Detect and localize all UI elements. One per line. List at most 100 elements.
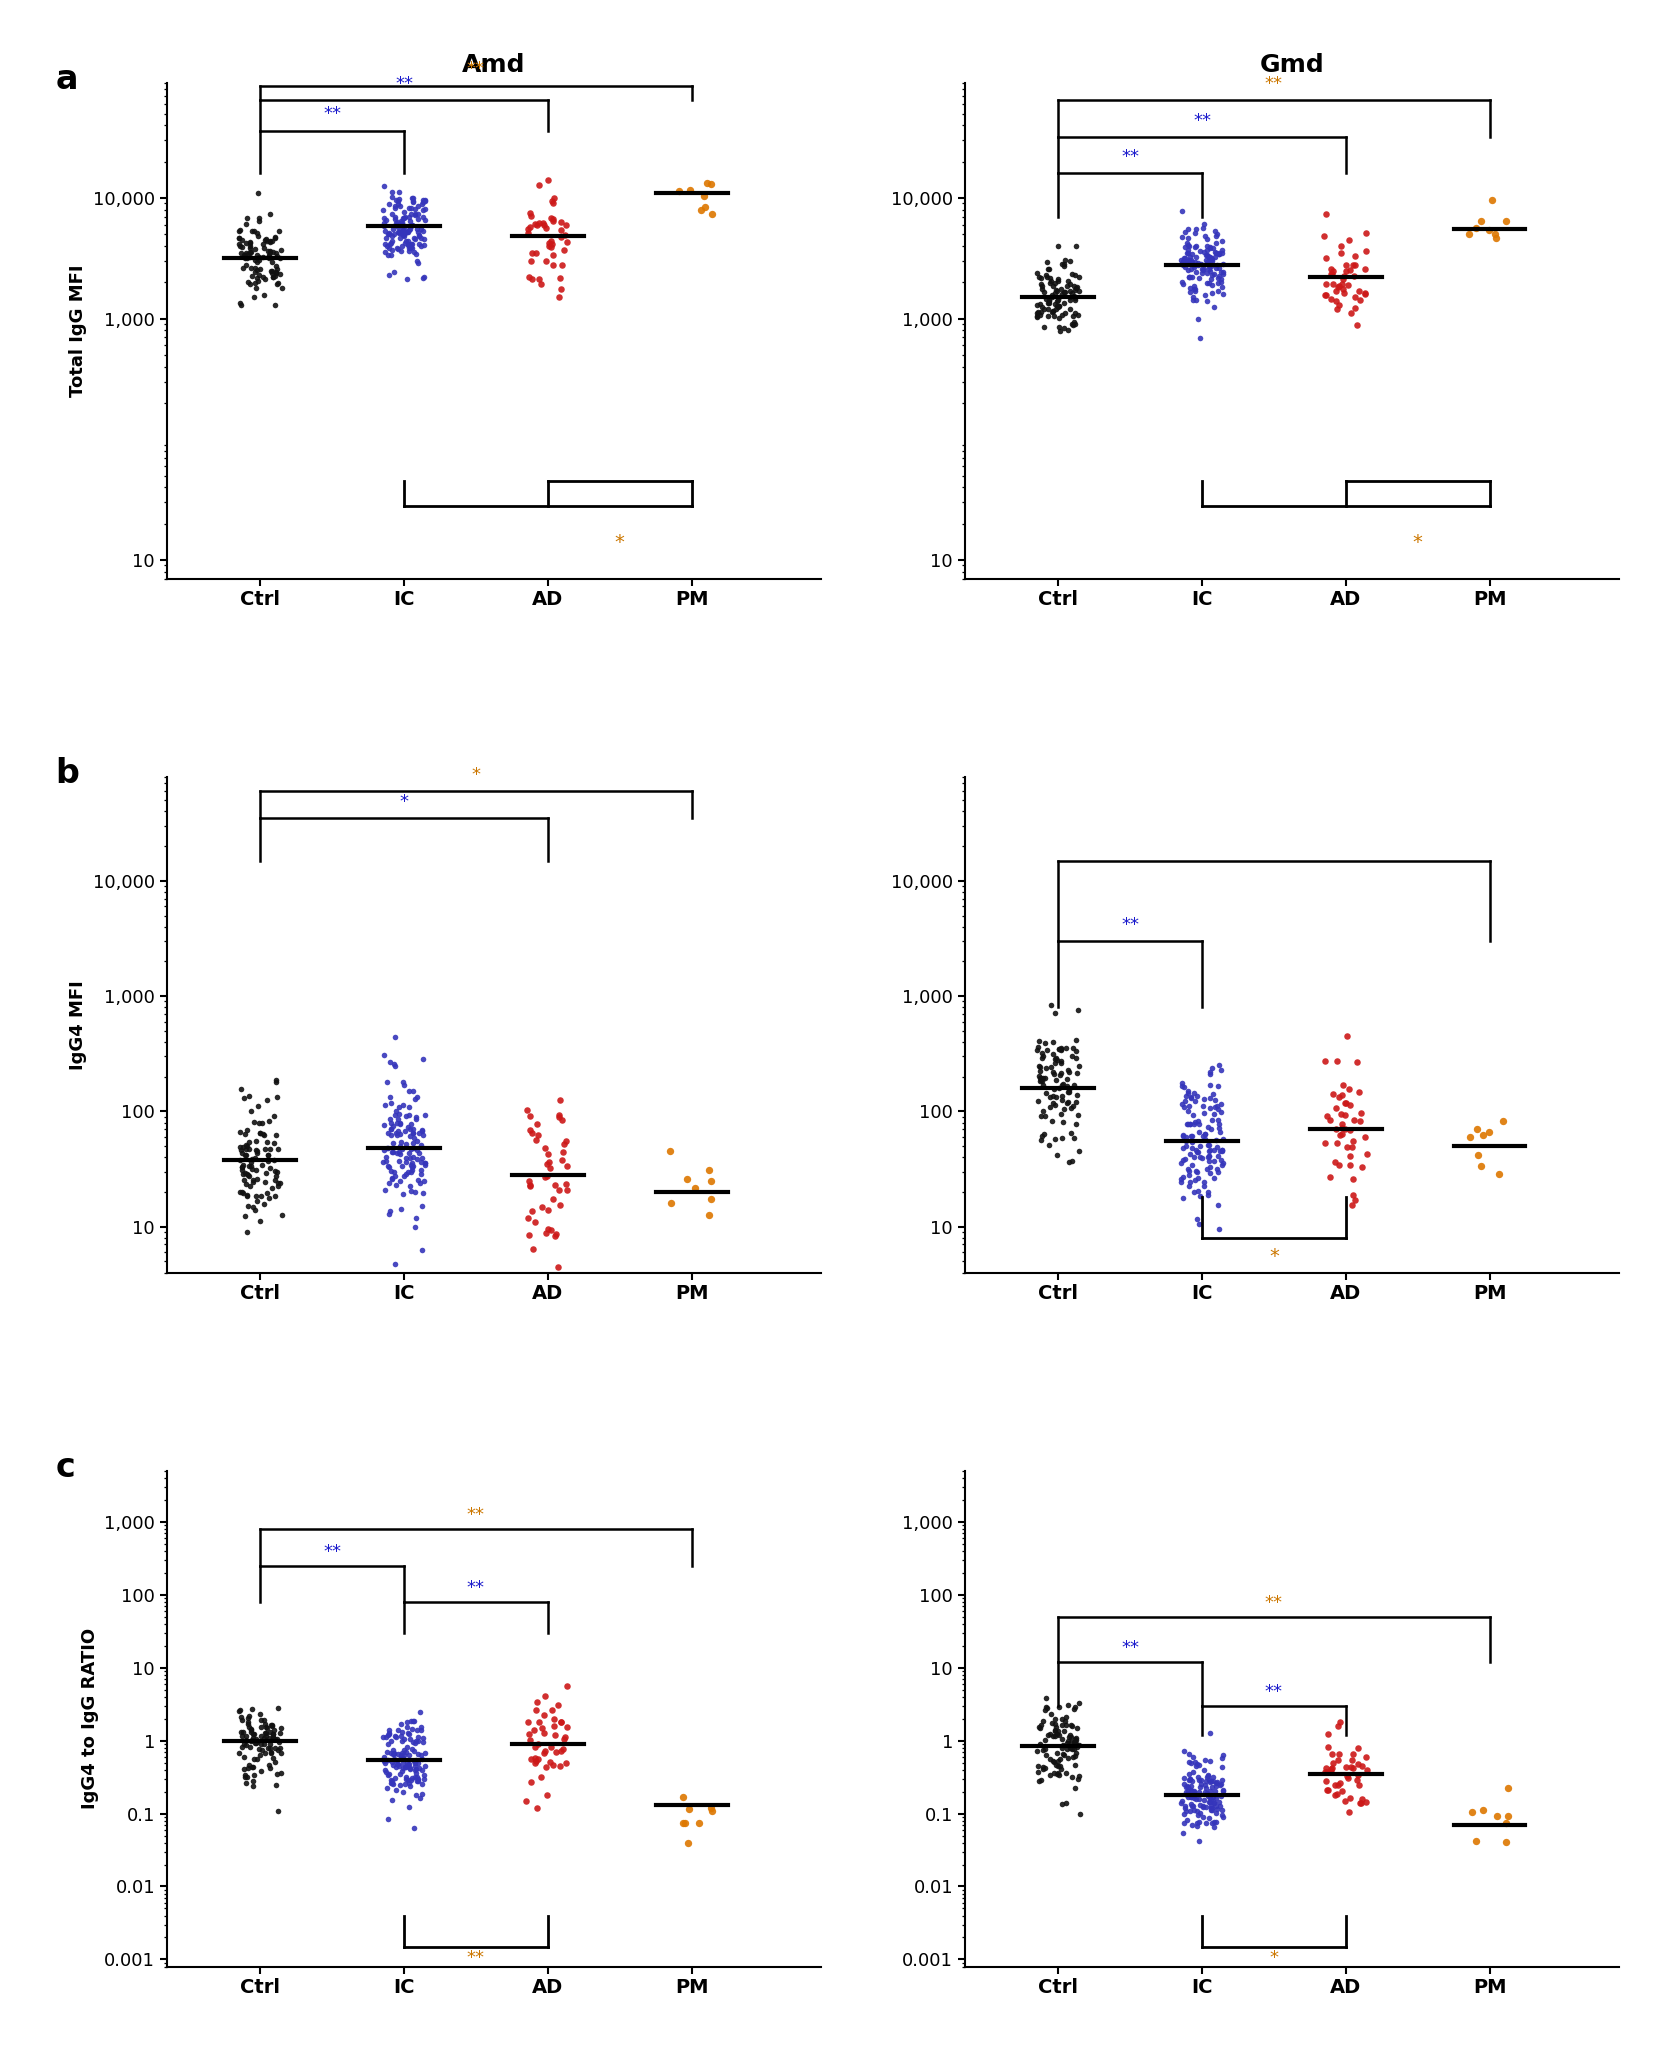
Point <box>382 1099 409 1132</box>
Point <box>372 1145 399 1178</box>
Point <box>379 1745 406 1778</box>
Point <box>1193 221 1220 255</box>
Point <box>1178 1081 1205 1114</box>
Point <box>387 1124 414 1157</box>
Point <box>1205 1107 1232 1141</box>
Point <box>396 232 422 265</box>
Point <box>371 1741 397 1774</box>
Point <box>230 238 257 271</box>
Point <box>1063 1737 1090 1770</box>
Point <box>1202 1145 1228 1178</box>
Point <box>1178 1126 1205 1159</box>
Point <box>1048 248 1075 282</box>
Point <box>1033 1033 1060 1066</box>
Point <box>1464 1112 1490 1145</box>
Point <box>1168 1165 1195 1199</box>
Point <box>1193 257 1220 290</box>
Point <box>391 1068 417 1101</box>
Point <box>1028 296 1055 329</box>
Point <box>541 1702 567 1735</box>
Point <box>1352 275 1379 308</box>
Point <box>391 1733 417 1766</box>
Point <box>1048 1722 1075 1755</box>
Point <box>1193 284 1220 317</box>
Point <box>1028 1041 1055 1074</box>
Point <box>259 1172 285 1205</box>
Point <box>260 1145 287 1178</box>
Point <box>1030 1704 1056 1737</box>
Point <box>381 1737 407 1770</box>
Point <box>247 1697 274 1731</box>
Point <box>1061 1691 1088 1724</box>
Point <box>1182 273 1208 306</box>
Point <box>1035 1128 1061 1161</box>
Point <box>1207 238 1233 271</box>
Point <box>1167 242 1193 275</box>
Point <box>1033 1691 1060 1724</box>
Point <box>1479 184 1505 217</box>
Point <box>1050 277 1077 310</box>
Point <box>1198 1103 1225 1136</box>
Point <box>1190 1170 1217 1203</box>
Point <box>1185 1799 1212 1832</box>
Point <box>242 267 269 300</box>
Point <box>262 259 289 292</box>
Point <box>1192 1753 1218 1786</box>
Point <box>1325 1081 1352 1114</box>
Point <box>1345 1747 1372 1780</box>
Point <box>529 207 556 240</box>
Point <box>269 1199 295 1232</box>
Point <box>411 1165 437 1199</box>
Point <box>516 1114 542 1147</box>
Point <box>519 236 546 269</box>
Point <box>1036 1718 1063 1751</box>
Point <box>394 228 421 261</box>
Point <box>239 1749 265 1782</box>
Point <box>1178 1791 1205 1824</box>
Point <box>394 1706 421 1739</box>
Point <box>1046 1033 1073 1066</box>
Point <box>409 215 436 248</box>
Point <box>391 213 417 246</box>
Point <box>1048 1056 1075 1089</box>
Point <box>379 180 406 213</box>
Point <box>264 1757 290 1791</box>
Point <box>389 213 416 246</box>
Point <box>552 1167 579 1201</box>
Point <box>1170 1091 1197 1124</box>
Point <box>1172 1768 1198 1801</box>
Point <box>379 1768 406 1801</box>
Point <box>237 1714 264 1747</box>
Point <box>546 1101 572 1134</box>
Point <box>547 1143 574 1176</box>
Point <box>1050 1788 1077 1822</box>
Point <box>1175 221 1202 255</box>
Point <box>1329 267 1355 300</box>
Point <box>250 228 277 261</box>
Point <box>1028 1708 1055 1741</box>
Point <box>1344 308 1370 342</box>
Point <box>1053 1786 1080 1820</box>
Point <box>529 1712 556 1745</box>
Point <box>1183 1155 1210 1188</box>
Point <box>240 1760 267 1793</box>
Point <box>1197 1774 1223 1807</box>
Point <box>531 209 557 242</box>
Point <box>397 1722 424 1755</box>
Point <box>1187 1130 1213 1163</box>
Text: **: ** <box>396 75 414 93</box>
Point <box>227 1116 254 1149</box>
Point <box>227 1072 254 1105</box>
Point <box>374 1141 401 1174</box>
Point <box>1315 1774 1342 1807</box>
Point <box>225 1695 252 1728</box>
Point <box>239 213 265 246</box>
Point <box>382 1743 409 1776</box>
Point <box>235 1702 262 1735</box>
Point <box>1045 230 1071 263</box>
Point <box>1025 1031 1051 1064</box>
Point <box>1185 302 1212 335</box>
Point <box>1203 1153 1230 1186</box>
Point <box>1041 1745 1068 1778</box>
Point <box>386 1145 412 1178</box>
